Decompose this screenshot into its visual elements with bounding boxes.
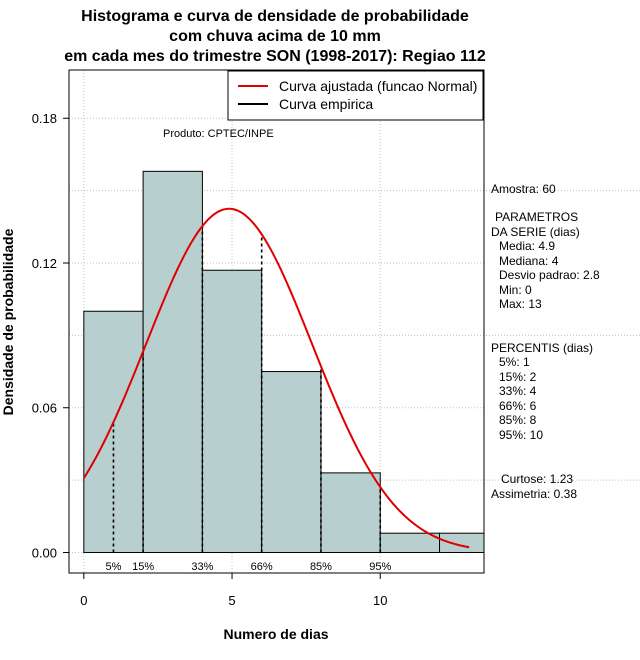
percentile-85: 85%: 8 — [499, 413, 537, 427]
percentile-lines: 5% 15% 33% 66% 85% 95% — [106, 226, 391, 573]
skewness: Assimetria: 0.38 — [491, 487, 577, 501]
chart-title-line-3: em cada mes do trimestre SON (1998-2017)… — [64, 48, 486, 65]
histogram-bar — [142, 170, 203, 553]
percentile-label: 85% — [310, 561, 332, 573]
product-label: Produto: CPTEC/INPE — [163, 128, 274, 140]
histogram-bar — [201, 269, 263, 553]
histogram-bar — [439, 532, 485, 553]
percentiles-heading: PERCENTIS (dias) — [491, 341, 593, 355]
plot-frame — [68, 69, 485, 574]
percentile-label: 95% — [369, 561, 391, 573]
legend-label-fitted: Curva ajustada (funcao Normal) — [279, 78, 477, 94]
y-axis-title: Densidade de probabilidade — [0, 228, 16, 415]
param-max: Max: 13 — [499, 297, 542, 311]
param-median: Mediana: 4 — [499, 254, 559, 268]
percentile-label: 66% — [251, 561, 273, 573]
axes: 0.00 0.06 0.12 0.18 0 5 10 — [32, 111, 388, 608]
percentile-label: 5% — [106, 561, 122, 573]
fitted-normal-curve — [82, 207, 470, 549]
y-tick-label: 0.00 — [32, 545, 57, 560]
fitted-curve-layer — [82, 207, 470, 549]
percentile-33: 33%: 4 — [499, 384, 537, 398]
legend: Curva ajustada (funcao Normal) Curva emp… — [227, 70, 484, 121]
x-tick-label: 0 — [80, 593, 87, 608]
percentile-15: 15%: 2 — [499, 370, 537, 384]
y-tick-label: 0.18 — [32, 111, 57, 126]
percentile-5: 5%: 1 — [499, 355, 530, 369]
parameters-heading: PARAMETROS — [495, 210, 578, 224]
x-tick-label: 5 — [228, 593, 235, 608]
param-min: Min: 0 — [499, 283, 532, 297]
parameters-subheading: DA SERIE (dias) — [491, 225, 580, 239]
percentile-label: 33% — [191, 561, 213, 573]
chart-title-line-2: com chuva acima de 10 mm — [169, 28, 381, 45]
histogram-bar — [320, 472, 381, 553]
statistics-panel: Amostra: 60 PARAMETROS DA SERIE (dias) M… — [491, 182, 600, 501]
y-tick-label: 0.06 — [32, 401, 57, 416]
chart-title-line-1: Histograma e curva de densidade de proba… — [81, 8, 469, 25]
percentile-95: 95%: 10 — [499, 428, 543, 442]
x-tick-label: 10 — [373, 593, 387, 608]
histogram-bar — [261, 371, 322, 553]
histogram-bar — [379, 532, 441, 553]
param-mean: Media: 4.9 — [499, 239, 555, 253]
param-std-dev: Desvio padrao: 2.8 — [499, 268, 600, 282]
percentile-label: 15% — [132, 561, 154, 573]
legend-label-empirical: Curva empirica — [279, 96, 373, 112]
y-tick-label: 0.12 — [32, 256, 57, 271]
kurtosis: Curtose: 1.23 — [501, 472, 573, 486]
x-axis-title: Numero de dias — [223, 626, 328, 642]
sample-size: Amostra: 60 — [491, 182, 556, 196]
legend-box — [227, 70, 484, 121]
percentile-66: 66%: 6 — [499, 399, 537, 413]
histogram-bars — [83, 170, 485, 553]
